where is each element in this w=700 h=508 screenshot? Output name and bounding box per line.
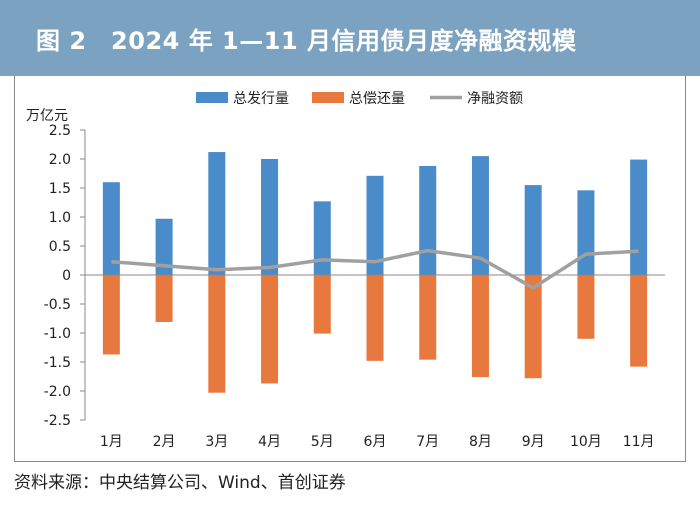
- bar-issuance: [366, 175, 384, 275]
- legend-swatch-repayment: [312, 92, 344, 103]
- x-tick-label: 10月: [570, 434, 602, 450]
- bar-repayment: [261, 275, 279, 384]
- y-tick-label: 0.5: [49, 239, 71, 255]
- bar-repayment: [366, 275, 384, 361]
- bar-repayment: [524, 275, 542, 379]
- bar-issuance: [577, 190, 595, 275]
- bar-repayment: [208, 275, 226, 393]
- legend-label-net: 净融资额: [467, 91, 523, 107]
- bar-issuance: [208, 152, 226, 275]
- x-tick-label: 4月: [258, 434, 281, 450]
- y-tick-label: 2.5: [49, 123, 71, 139]
- legend-label-issuance: 总发行量: [233, 91, 289, 107]
- x-tick-label: 8月: [469, 434, 492, 450]
- page-title: 图 2 2024 年 1—11 月信用债月度净融资规模: [36, 26, 577, 55]
- x-tick-label: 2月: [153, 434, 176, 450]
- bar-repayment: [155, 275, 173, 322]
- y-tick-label: 2.0: [49, 152, 71, 168]
- source-note: 资料来源：中央结算公司、Wind、首创证券: [14, 473, 346, 493]
- net-financing-line: [111, 248, 639, 290]
- bar-issuance: [524, 185, 542, 275]
- bar-issuance: [102, 182, 120, 275]
- y-tick-label: 1.0: [49, 210, 71, 226]
- x-tick-label: 6月: [364, 434, 387, 450]
- x-tick-label: 1月: [100, 434, 123, 450]
- bar-issuance: [471, 156, 489, 275]
- x-tick-label: 3月: [205, 434, 228, 450]
- y-tick-label: 1.5: [49, 181, 71, 197]
- bar-issuance: [630, 159, 648, 275]
- bar-issuance: [261, 159, 279, 275]
- chart-frame: [14, 76, 686, 462]
- bar-issuance: [313, 201, 331, 275]
- bar-issuance: [419, 165, 437, 275]
- bar-repayment: [630, 275, 648, 367]
- y-axis-ticks: 2.5 2.0 1.5 1.0 0.5 0 -0.5 -1.0 -1.5 -2.0 -2.5: [44, 123, 85, 429]
- bar-line-chart: 万亿元 总发行量 总偿还量 净融资额 2.5 2.0 1.5 1.0 0.5 0 -0.5 -…: [26, 91, 665, 450]
- bar-issuance: [155, 218, 173, 275]
- x-tick-label: 7月: [416, 434, 439, 450]
- title-bar: 图 2 2024 年 1—11 月信用债月度净融资规模: [0, 0, 700, 76]
- bar-repayment: [313, 275, 331, 334]
- bar-repayment: [577, 275, 595, 339]
- y-tick-label: -1.5: [44, 355, 71, 371]
- y-axis-unit-label: 万亿元: [26, 108, 68, 124]
- legend-swatch-issuance: [196, 92, 228, 103]
- y-tick-label: 0: [62, 268, 71, 284]
- line-net-financing: [111, 248, 639, 290]
- y-tick-label: -2.5: [44, 413, 71, 429]
- bar-repayment: [471, 275, 489, 378]
- bar-repayment: [419, 275, 437, 360]
- bars: [102, 152, 648, 393]
- legend: 总发行量 总偿还量 净融资额: [196, 91, 523, 107]
- y-tick-label: -2.0: [44, 384, 71, 400]
- x-tick-label: 11月: [623, 434, 655, 450]
- y-tick-label: -1.0: [44, 326, 71, 342]
- x-tick-label: 9月: [522, 434, 545, 450]
- x-tick-label: 5月: [311, 434, 334, 450]
- bar-repayment: [102, 275, 120, 355]
- x-axis-ticks: 1月 2月 3月 4月 5月 6月 7月 8月 9月 10月 11月: [100, 434, 655, 450]
- y-tick-label: -0.5: [44, 297, 71, 313]
- legend-label-repayment: 总偿还量: [349, 91, 405, 107]
